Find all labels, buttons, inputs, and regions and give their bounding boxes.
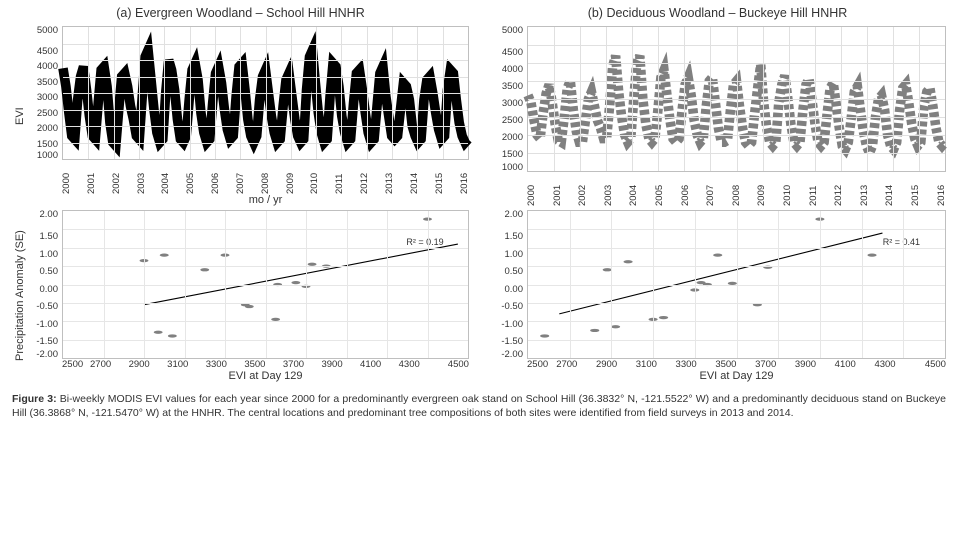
panel-b-ts-yticks: 500045004000350030002500200015001000 [493,26,527,172]
panel-b-sc-xlabel: EVI at Day 129 [527,370,946,382]
evi-y-label: EVI [12,26,28,206]
panel-a-sc-plot: R² = 0.19 [62,210,469,359]
panel-b-sc-xticks: 2500270029003100330035003700390041004300… [527,359,946,370]
caption-bold: Figure 3: [12,393,57,405]
panel-a-ts-xticks: 2000200120022003200420052006200720082009… [62,160,469,194]
panel-a-scatter: Precipitation Anomaly (SE) 2.001.501.000… [12,210,469,382]
panel-b-scatter: 2.001.501.000.500.00-0.50-1.00-1.50-2.00… [489,210,946,382]
figure-caption: Figure 3: Bi-weekly MODIS EVI values for… [12,392,946,420]
panel-a-sc-xticks: 2500270029003100330035003700390041004300… [62,359,469,370]
panel-b-title: (b) Deciduous Woodland – Buckeye Hill HN… [489,6,946,20]
panel-b-timeseries: 500045004000350030002500200015001000 200… [489,26,946,206]
panel-b-rsq: R² = 0.41 [883,237,920,247]
panel-b-sc-plot: R² = 0.41 [527,210,946,359]
panel-a-ts-plot [62,26,469,160]
panel-b-sc-yticks: 2.001.501.000.500.00-0.50-1.00-1.50-2.00 [493,210,527,359]
panel-a-title: (a) Evergreen Woodland – School Hill HNH… [12,6,469,20]
figure-3: (a) Evergreen Woodland – School Hill HNH… [12,6,946,420]
precip-y-label: Precipitation Anomaly (SE) [12,210,28,382]
panel-a-rsq: R² = 0.19 [406,237,443,247]
panel-b-ts-xticks: 2000200120022003200420052006200720082009… [527,172,946,206]
panel-a-sc-yticks: 2.001.501.000.500.00-0.50-1.00-1.50-2.00 [28,210,62,359]
panel-a-ts-xlabel: mo / yr [62,194,469,206]
panel-a-timeseries: EVI 500045004000350030002500200015001000… [12,26,469,206]
panel-a-ts-yticks: 500045004000350030002500200015001000 [28,26,62,160]
panel-b-ts-plot [527,26,946,172]
panel-a-sc-xlabel: EVI at Day 129 [62,370,469,382]
caption-text: Bi-weekly MODIS EVI values for each year… [12,393,946,419]
